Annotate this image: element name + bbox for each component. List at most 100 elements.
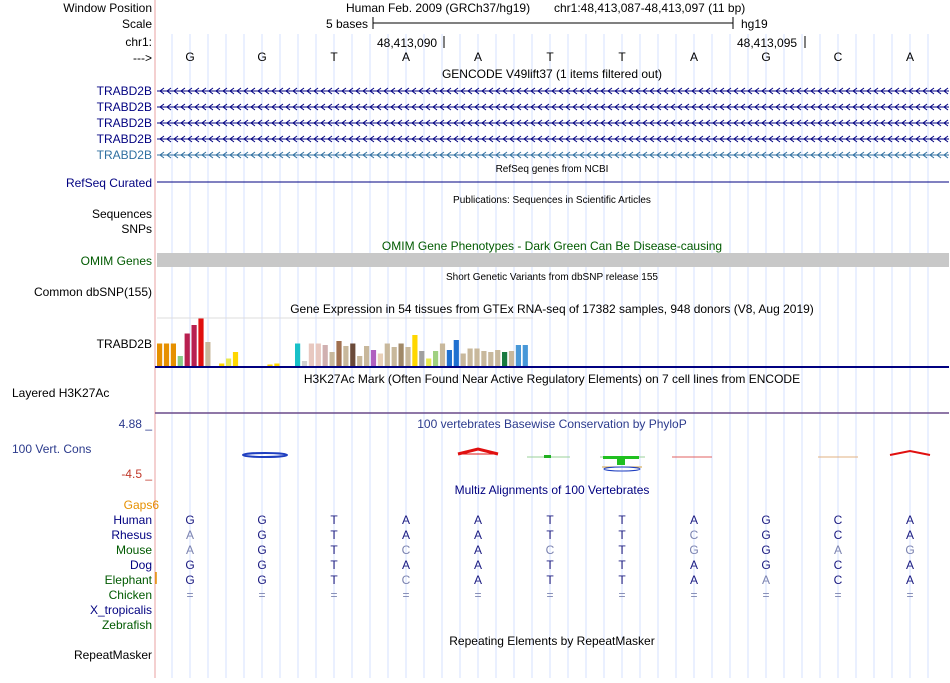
gtex-tissue-bar[interactable] <box>163 343 170 367</box>
gtex-tissue-bar[interactable] <box>232 352 239 366</box>
dbsnp-label[interactable]: Common dbSNP(155) <box>34 285 152 299</box>
ruler-base: A <box>474 50 482 64</box>
gencode-transcript-line[interactable] <box>157 135 949 143</box>
gtex-tissue-bar[interactable] <box>412 335 418 366</box>
gtex-tissue-bar[interactable] <box>184 333 190 367</box>
alignment-base: T <box>618 558 626 572</box>
gtex-tissue-bar[interactable] <box>370 350 377 366</box>
gtex-tissue-bar[interactable] <box>481 351 487 366</box>
gencode-transcript-line[interactable] <box>157 151 949 159</box>
gtex-tissue-bar[interactable] <box>301 361 308 366</box>
multiz-species-label[interactable]: Zebrafish <box>102 618 152 632</box>
gtex-tissue-bar[interactable] <box>308 343 314 367</box>
multiz-species-label[interactable]: Elephant <box>105 573 153 587</box>
gtex-tissue-bar[interactable] <box>226 358 232 367</box>
gtex-tissue-bar[interactable] <box>350 343 356 367</box>
alignment-base: C <box>834 528 843 542</box>
gtex-tissue-bar[interactable] <box>460 353 466 367</box>
gencode-transcript-line[interactable] <box>157 87 949 95</box>
alignment-base: A <box>834 543 842 557</box>
omim-label[interactable]: OMIM Genes <box>81 254 152 268</box>
omim-gene-bar[interactable] <box>157 253 949 267</box>
gencode-track-label[interactable]: TRABD2B <box>97 148 152 162</box>
repeatmasker-label[interactable]: RepeatMasker <box>74 648 152 662</box>
gtex-tissue-bar[interactable] <box>398 343 404 367</box>
multiz-species-label[interactable]: X_tropicalis <box>90 603 152 617</box>
gtex-tissue-bar[interactable] <box>391 347 397 366</box>
gencode-transcript-line[interactable] <box>157 103 949 111</box>
gtex-tissue-bar[interactable] <box>336 341 342 366</box>
gtex-tissue-bar[interactable] <box>453 340 459 366</box>
alignment-base: A <box>402 558 410 572</box>
multiz-species-label[interactable]: Human <box>113 513 152 527</box>
gencode-transcript-line[interactable] <box>157 119 949 127</box>
alignment-base: T <box>330 528 338 542</box>
gtex-label[interactable]: TRABD2B <box>97 337 152 351</box>
phylop-logo-marks[interactable] <box>242 447 931 472</box>
gtex-tissue-bar[interactable] <box>343 346 349 366</box>
gtex-tissue-bar[interactable] <box>495 350 501 366</box>
gtex-tissue-bar[interactable] <box>267 364 273 367</box>
alignment-base: T <box>546 513 554 527</box>
gtex-tissue-bar[interactable] <box>467 348 473 367</box>
alignment-base: G <box>761 528 770 542</box>
ruler-base: G <box>185 50 194 64</box>
gtex-tissue-bar[interactable] <box>274 363 280 367</box>
gtex-tissue-bar[interactable] <box>515 345 521 366</box>
h3k27ac-label[interactable]: Layered H3K27Ac <box>12 386 109 400</box>
gencode-track-label[interactable]: TRABD2B <box>97 116 152 130</box>
snps-label[interactable]: SNPs <box>121 222 152 236</box>
gtex-tissue-bar[interactable] <box>474 348 480 367</box>
gtex-tissue-bar[interactable] <box>191 325 197 366</box>
gtex-tissue-bar[interactable] <box>322 345 328 366</box>
gtex-tissue-bar[interactable] <box>357 356 363 366</box>
gtex-tissue-bar[interactable] <box>170 343 176 367</box>
alignment-base: G <box>257 543 266 557</box>
gtex-tissue-bar[interactable] <box>329 352 335 366</box>
gtex-tissue-bar[interactable] <box>198 318 204 367</box>
gaps-label[interactable]: Gaps6 <box>124 498 160 512</box>
gtex-tissue-bar[interactable] <box>295 343 301 367</box>
multiz-species-labels: HumanRhesusMouseDogElephantChickenX_trop… <box>90 513 153 632</box>
alignment-base: = <box>546 588 553 602</box>
gtex-tissue-bar[interactable] <box>364 346 370 366</box>
gtex-tissue-bar[interactable] <box>426 358 432 367</box>
alignment-base: A <box>474 513 482 527</box>
multiz-alignment-bases[interactable]: G G T A A T T A G C AA G T A A T T C G C AA G T C A C T G G A GG G T A A T T… <box>185 513 914 602</box>
multiz-species-label[interactable]: Chicken <box>109 588 152 602</box>
refseq-label[interactable]: RefSeq Curated <box>66 176 152 190</box>
multiz-species-label[interactable]: Dog <box>130 558 152 572</box>
scale-label: Scale <box>122 17 152 31</box>
gencode-track-label[interactable]: TRABD2B <box>97 84 152 98</box>
gtex-tissue-bar[interactable] <box>219 363 225 367</box>
alignment-base: C <box>834 558 843 572</box>
gtex-tissue-bar[interactable] <box>446 350 452 366</box>
gtex-tissue-bar[interactable] <box>419 351 425 366</box>
gtex-tissue-bar[interactable] <box>315 343 321 367</box>
gtex-tissue-bar[interactable] <box>502 352 508 366</box>
sequences-label[interactable]: Sequences <box>92 207 152 221</box>
gencode-track-label[interactable]: TRABD2B <box>97 100 152 114</box>
gtex-tissue-bar[interactable] <box>488 352 494 366</box>
multiz-species-label[interactable]: Rhesus <box>111 528 152 542</box>
gencode-track-label[interactable]: TRABD2B <box>97 132 152 146</box>
gtex-tissue-bar[interactable] <box>508 351 515 366</box>
gencode-transcripts[interactable] <box>157 87 949 159</box>
gtex-tissue-bar[interactable] <box>522 345 528 366</box>
alignment-base: G <box>761 543 770 557</box>
alignment-base: G <box>257 558 266 572</box>
gtex-tissue-bar[interactable] <box>405 347 411 366</box>
gtex-tissue-bar[interactable] <box>377 353 383 367</box>
gtex-tissue-bar[interactable] <box>157 343 163 367</box>
gtex-tissue-bar[interactable] <box>205 342 211 366</box>
phylop-label[interactable]: 100 Vert. Cons <box>12 442 91 456</box>
gtex-expression-bars[interactable] <box>157 318 528 367</box>
multiz-species-label[interactable]: Mouse <box>116 543 152 557</box>
gtex-tissue-bar[interactable] <box>433 351 439 366</box>
gtex-tissue-bar[interactable] <box>177 356 183 366</box>
gtex-tissue-bar[interactable] <box>384 343 390 367</box>
gtex-tissue-bar[interactable] <box>439 343 446 367</box>
alignment-base: C <box>834 513 843 527</box>
